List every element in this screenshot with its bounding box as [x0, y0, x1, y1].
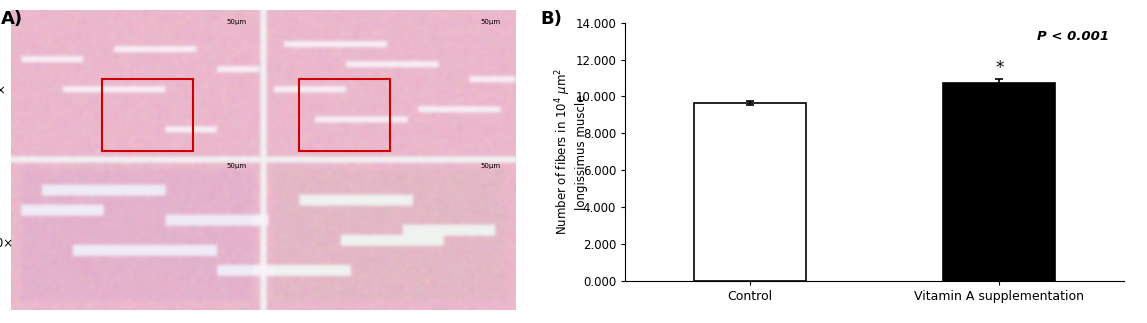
Bar [694, 103, 806, 281]
Text: *: * [996, 58, 1004, 77]
Bar [102, 79, 193, 151]
Text: 100×: 100× [0, 237, 14, 251]
Text: 40×: 40× [0, 84, 6, 97]
Text: P < 0.001: P < 0.001 [1037, 30, 1109, 43]
Text: 50μm: 50μm [226, 163, 247, 169]
Text: A): A) [1, 10, 23, 28]
Bar [299, 79, 390, 151]
Text: B): B) [540, 10, 562, 28]
Bar [943, 83, 1055, 281]
Text: 50μm: 50μm [226, 19, 247, 25]
Text: 50μm: 50μm [481, 19, 501, 25]
Y-axis label: Number of fibers in $10^4$ $\mu$m$^2$
longissimus muscle: Number of fibers in $10^4$ $\mu$m$^2$ lo… [554, 68, 588, 235]
Text: 50μm: 50μm [481, 163, 501, 169]
